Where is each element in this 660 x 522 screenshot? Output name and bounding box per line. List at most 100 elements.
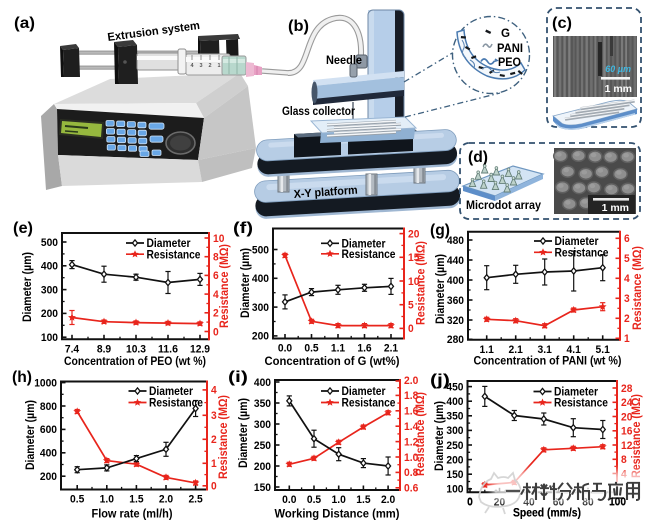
- svg-text:350: 350: [446, 411, 463, 423]
- svg-text:80: 80: [582, 496, 593, 508]
- svg-text:5: 5: [408, 300, 414, 312]
- svg-text:Resistance: Resistance: [554, 398, 608, 410]
- svg-text:Concentration of PEO (wt %): Concentration of PEO (wt %): [64, 356, 206, 368]
- svg-text:1: 1: [211, 458, 217, 470]
- svg-text:500: 500: [252, 244, 269, 256]
- svg-text:60 µm: 60 µm: [605, 64, 631, 74]
- svg-text:800: 800: [40, 401, 57, 413]
- svg-text:600: 600: [40, 424, 57, 436]
- svg-text:Diameter (µm): Diameter (µm): [25, 400, 37, 470]
- svg-text:400: 400: [254, 377, 271, 389]
- svg-text:350: 350: [254, 398, 271, 410]
- svg-text:400: 400: [41, 261, 58, 273]
- svg-text:4: 4: [213, 289, 220, 301]
- svg-text:(j): (j): [430, 372, 450, 389]
- svg-text:(e): (e): [13, 220, 33, 237]
- svg-text:Resistance: Resistance: [555, 248, 609, 260]
- svg-text:8: 8: [621, 454, 627, 466]
- svg-text:2.1: 2.1: [509, 344, 523, 356]
- svg-text:1: 1: [217, 63, 220, 69]
- svg-text:20: 20: [621, 411, 632, 423]
- svg-text:2.0: 2.0: [404, 375, 418, 387]
- svg-text:Diameter (µm): Diameter (µm): [240, 248, 252, 318]
- svg-text:2: 2: [211, 434, 217, 446]
- svg-text:Flow rate (ml/h): Flow rate (ml/h): [92, 509, 173, 521]
- svg-text:Concentration of PANI (wt %): Concentration of PANI (wt %): [474, 356, 622, 368]
- svg-text:1.5: 1.5: [356, 494, 370, 506]
- svg-text:Resistance (MΩ): Resistance (MΩ): [631, 394, 643, 478]
- svg-text:6: 6: [213, 270, 219, 282]
- svg-text:Speed (mm/s): Speed (mm/s): [513, 508, 581, 520]
- svg-text:300: 300: [41, 284, 58, 296]
- svg-text:1.0: 1.0: [404, 452, 418, 464]
- svg-text:400: 400: [252, 273, 269, 285]
- svg-text:440: 440: [447, 255, 464, 267]
- svg-text:3: 3: [624, 293, 630, 305]
- svg-text:0: 0: [467, 496, 473, 508]
- svg-text:280: 280: [447, 334, 464, 346]
- svg-text:(c): (c): [552, 15, 572, 32]
- svg-text:Resistance: Resistance: [147, 249, 201, 261]
- svg-text:Diameter (µm): Diameter (µm): [434, 401, 446, 471]
- svg-text:Resistance (MΩ): Resistance (MΩ): [415, 392, 427, 476]
- svg-text:0.5: 0.5: [70, 494, 84, 506]
- svg-text:480: 480: [447, 235, 464, 247]
- svg-text:(h): (h): [12, 369, 32, 386]
- svg-text:3: 3: [199, 63, 202, 69]
- svg-text:2.5: 2.5: [188, 494, 202, 506]
- svg-text:1.0: 1.0: [332, 494, 346, 506]
- svg-text:(i): (i): [228, 369, 248, 386]
- svg-text:1.2: 1.2: [404, 436, 418, 448]
- svg-text:200: 200: [446, 454, 463, 466]
- svg-text:15: 15: [408, 252, 419, 264]
- svg-text:3.1: 3.1: [538, 344, 552, 356]
- svg-text:100: 100: [446, 484, 463, 496]
- svg-text:Diameter: Diameter: [554, 387, 598, 399]
- svg-text:320: 320: [447, 315, 464, 327]
- svg-text:24: 24: [621, 397, 633, 409]
- svg-text:300: 300: [252, 302, 269, 314]
- svg-text:Diameter: Diameter: [149, 386, 193, 398]
- svg-text:2.0: 2.0: [159, 494, 173, 506]
- svg-text:200: 200: [41, 308, 58, 320]
- svg-text:12.9: 12.9: [190, 343, 210, 355]
- svg-text:400: 400: [446, 396, 463, 408]
- svg-text:Resistance: Resistance: [342, 249, 396, 261]
- svg-text:400: 400: [447, 275, 464, 287]
- svg-text:500: 500: [41, 237, 58, 249]
- svg-text:1 mm: 1 mm: [605, 83, 632, 95]
- svg-text:250: 250: [254, 440, 271, 452]
- svg-text:1.1: 1.1: [331, 343, 345, 355]
- svg-text:300: 300: [446, 425, 463, 437]
- svg-text:40: 40: [523, 496, 534, 508]
- svg-text:Resistance: Resistance: [342, 398, 396, 410]
- svg-text:100: 100: [41, 332, 58, 344]
- svg-text:12: 12: [621, 440, 632, 452]
- svg-text:(d): (d): [468, 149, 488, 166]
- svg-text:200: 200: [254, 461, 271, 473]
- svg-text:Resistance (MΩ): Resistance (MΩ): [416, 241, 428, 325]
- svg-text:0.0: 0.0: [282, 494, 296, 506]
- svg-text:16: 16: [621, 426, 632, 438]
- svg-text:Microdot array: Microdot array: [466, 200, 542, 212]
- svg-text:(g): (g): [430, 222, 450, 239]
- svg-text:1.6: 1.6: [404, 406, 418, 418]
- svg-text:150: 150: [254, 482, 271, 494]
- svg-text:PEO: PEO: [498, 57, 521, 69]
- svg-text:10: 10: [408, 276, 419, 288]
- svg-text:0: 0: [211, 481, 217, 493]
- svg-text:450: 450: [446, 381, 463, 393]
- svg-text:Working Distance (mm): Working Distance (mm): [275, 509, 400, 521]
- svg-text:300: 300: [254, 419, 271, 431]
- svg-text:6: 6: [624, 233, 630, 245]
- svg-text:4: 4: [624, 273, 631, 285]
- svg-text:2.1: 2.1: [384, 343, 398, 355]
- svg-text:0.5: 0.5: [307, 494, 321, 506]
- svg-text:5: 5: [624, 253, 630, 265]
- svg-text:1.4: 1.4: [404, 421, 419, 433]
- svg-text:(f): (f): [233, 220, 253, 237]
- svg-text:400: 400: [40, 448, 57, 460]
- svg-text:Speed (mm/s): Speed (mm/s): [513, 508, 581, 520]
- svg-text:0: 0: [213, 326, 219, 338]
- svg-text:10: 10: [213, 233, 224, 245]
